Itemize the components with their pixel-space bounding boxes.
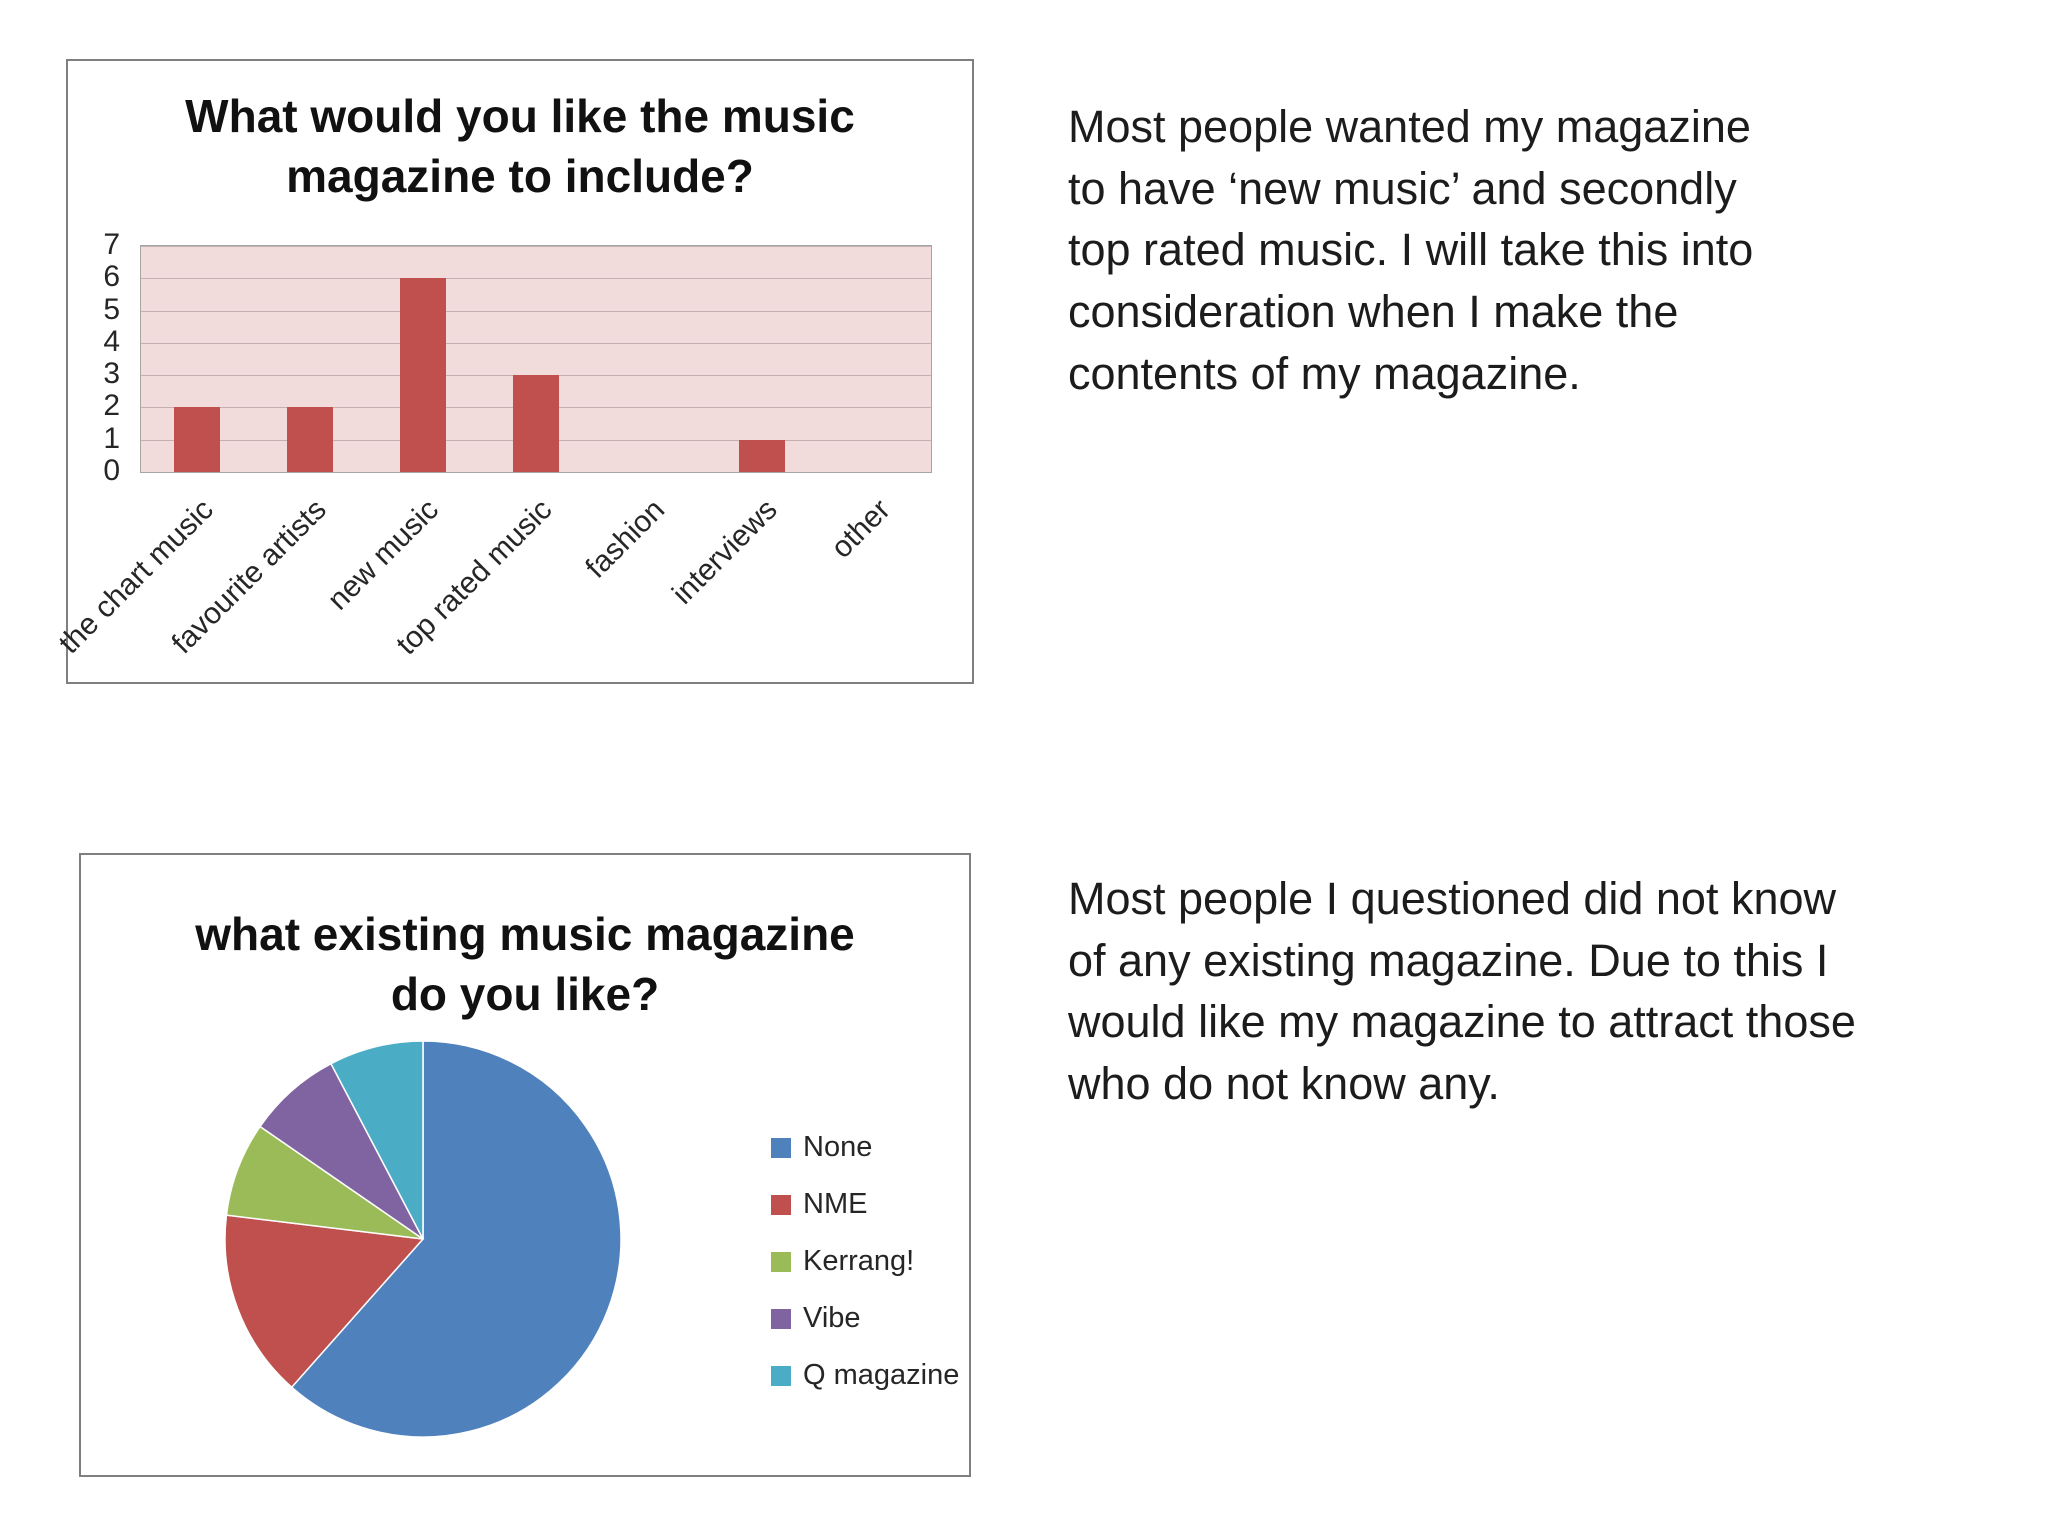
pie-chart-panel: what existing music magazine do you like… [79, 853, 971, 1477]
legend-item: NME [771, 1188, 959, 1221]
pie-slice-vibe [259, 1062, 424, 1240]
bar-x-axis: the chart music favourite artists new musi… [53, 481, 932, 681]
legend-label: NME [803, 1188, 868, 1220]
bar-top-rated-music [513, 375, 559, 472]
legend-label: None [803, 1131, 873, 1163]
bar-chart-panel: What would you like the music magazine t… [53, 59, 974, 684]
legend-item: Q magazine [771, 1359, 959, 1392]
legend-label: Kerrang! [803, 1245, 915, 1277]
legend-label: Vibe [803, 1302, 861, 1334]
y-tick-label: 1 [103, 421, 120, 455]
x-category-label: interviews [666, 493, 785, 611]
gridline [141, 278, 931, 280]
legend-item: Kerrang! [771, 1245, 959, 1278]
legend-item: None [771, 1131, 959, 1164]
x-category-label: fashion [579, 493, 672, 585]
pie-slice-nme [224, 1214, 425, 1389]
legend-swatch [771, 1365, 791, 1386]
x-category-label: other [825, 493, 897, 565]
pie-slice-q-magazine [329, 1040, 424, 1240]
legend-swatch [771, 1251, 791, 1272]
y-tick-label: 0 [103, 454, 120, 487]
y-tick-label: 6 [103, 260, 120, 294]
y-tick-label: 5 [103, 292, 120, 326]
y-tick-label: 7 [103, 228, 120, 261]
pie-slice-none [290, 1040, 622, 1438]
pie-svg [224, 1040, 622, 1438]
bar-favourite-artists [287, 407, 334, 472]
bar-new-music [400, 278, 447, 472]
legend-swatch [771, 1308, 791, 1329]
bar-interviews [738, 439, 785, 472]
y-tick-label: 4 [103, 324, 120, 358]
legend-swatch [771, 1194, 791, 1215]
pie-chart-title: what existing music magazine do you like… [195, 908, 855, 1020]
pie-chart-commentary: Most people I questioned did not know of… [1068, 873, 1856, 1109]
gridline [141, 310, 931, 312]
y-tick-label: 3 [103, 357, 120, 391]
y-tick-label: 2 [103, 389, 120, 423]
pie-legend: None NME Kerrang! Vibe Q magazine [771, 1131, 959, 1392]
pie-slice-kerrang- [225, 1125, 424, 1240]
gridline [141, 246, 931, 247]
bar-plot-area [140, 245, 932, 473]
bar-the-chart-music [174, 407, 221, 472]
legend-swatch [771, 1137, 791, 1158]
gridline [141, 342, 931, 344]
legend-label: Q magazine [803, 1359, 960, 1391]
legend-item: Vibe [771, 1302, 959, 1335]
bar-chart-commentary: Most people wanted my magazine to have ‘… [1068, 101, 1754, 399]
bar-chart-title: What would you like the music magazine t… [185, 90, 855, 202]
